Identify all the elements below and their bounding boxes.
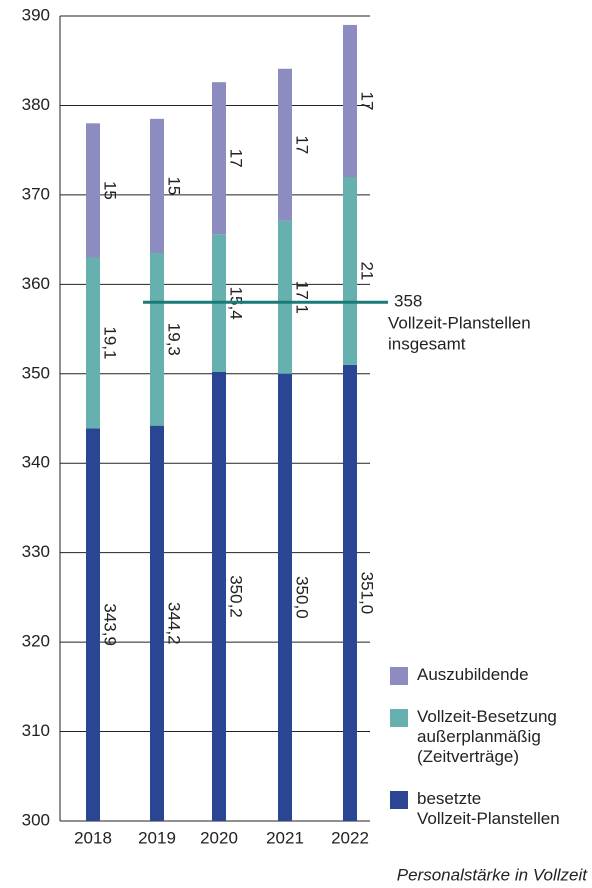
value-label: 17 [227,149,246,168]
legend-line: (Zeitverträge) [417,747,519,766]
x-tick-label: 2021 [266,828,304,847]
bar-segment [212,82,226,235]
legend-swatch [390,709,408,727]
legend-swatch [390,791,408,809]
y-tick-label: 330 [22,542,50,561]
bar-segment [343,24,357,178]
bar-segment [86,428,100,821]
x-tick-label: 2020 [200,828,238,847]
bar-segment [86,123,100,258]
legend-label: Auszubildende [417,665,529,684]
value-label: 19,1 [101,326,120,359]
bar-segment [150,118,164,254]
value-label: 15 [101,181,120,200]
value-label: 21 [358,261,377,280]
value-label: 17 [358,92,377,111]
x-tick-label: 2018 [74,828,112,847]
value-label: 350,0 [293,576,312,619]
legend-line: besetzte [417,789,481,808]
legend-line: außerplanmäßig [417,727,541,746]
y-tick-label: 360 [22,274,50,293]
note: Personalstärke in Vollzeit [397,865,589,884]
value-label: 343,9 [101,603,120,646]
y-tick-label: 380 [22,95,50,114]
value-label: 15 [165,176,184,195]
legend-label: besetzte Vollzeit-Planstellen [417,789,560,828]
legend-line: Vollzeit-Besetzung [417,707,557,726]
bar-segment [278,220,292,374]
bar-segment [212,371,226,821]
value-label: 17 [293,135,312,154]
bar-segment [278,68,292,221]
legend-line: Auszubildende [417,665,529,684]
value-label: 344,2 [165,602,184,645]
y-tick-label: 310 [22,721,50,740]
bar-segment [86,257,100,429]
value-label: 350,2 [227,575,246,618]
legend-line: Vollzeit-Planstellen [417,809,560,828]
y-tick-label: 300 [22,810,50,829]
y-tick-label: 340 [22,453,50,472]
reference-label: Vollzeit-Planstellen [388,314,531,333]
bar-segment [278,373,292,821]
y-tick-label: 320 [22,632,50,651]
reference-value: 358 [394,292,422,311]
bar-segment [150,253,164,426]
y-tick-label: 390 [22,5,50,24]
legend-swatch [390,667,408,685]
y-tick-label: 370 [22,184,50,203]
y-tick-label: 350 [22,363,50,382]
bar-segment [343,364,357,821]
value-label: 351,0 [358,572,377,615]
value-label: 17,1 [293,281,312,314]
bar-segment [150,425,164,821]
x-tick-label: 2019 [138,828,176,847]
value-label: 19,3 [165,323,184,356]
reference-label: insgesamt [388,335,466,354]
x-tick-label: 2022 [331,828,369,847]
bar-segment [343,177,357,365]
legend-label: Vollzeit-Besetzung außerplanmäßig (Zeitver… [417,707,557,766]
